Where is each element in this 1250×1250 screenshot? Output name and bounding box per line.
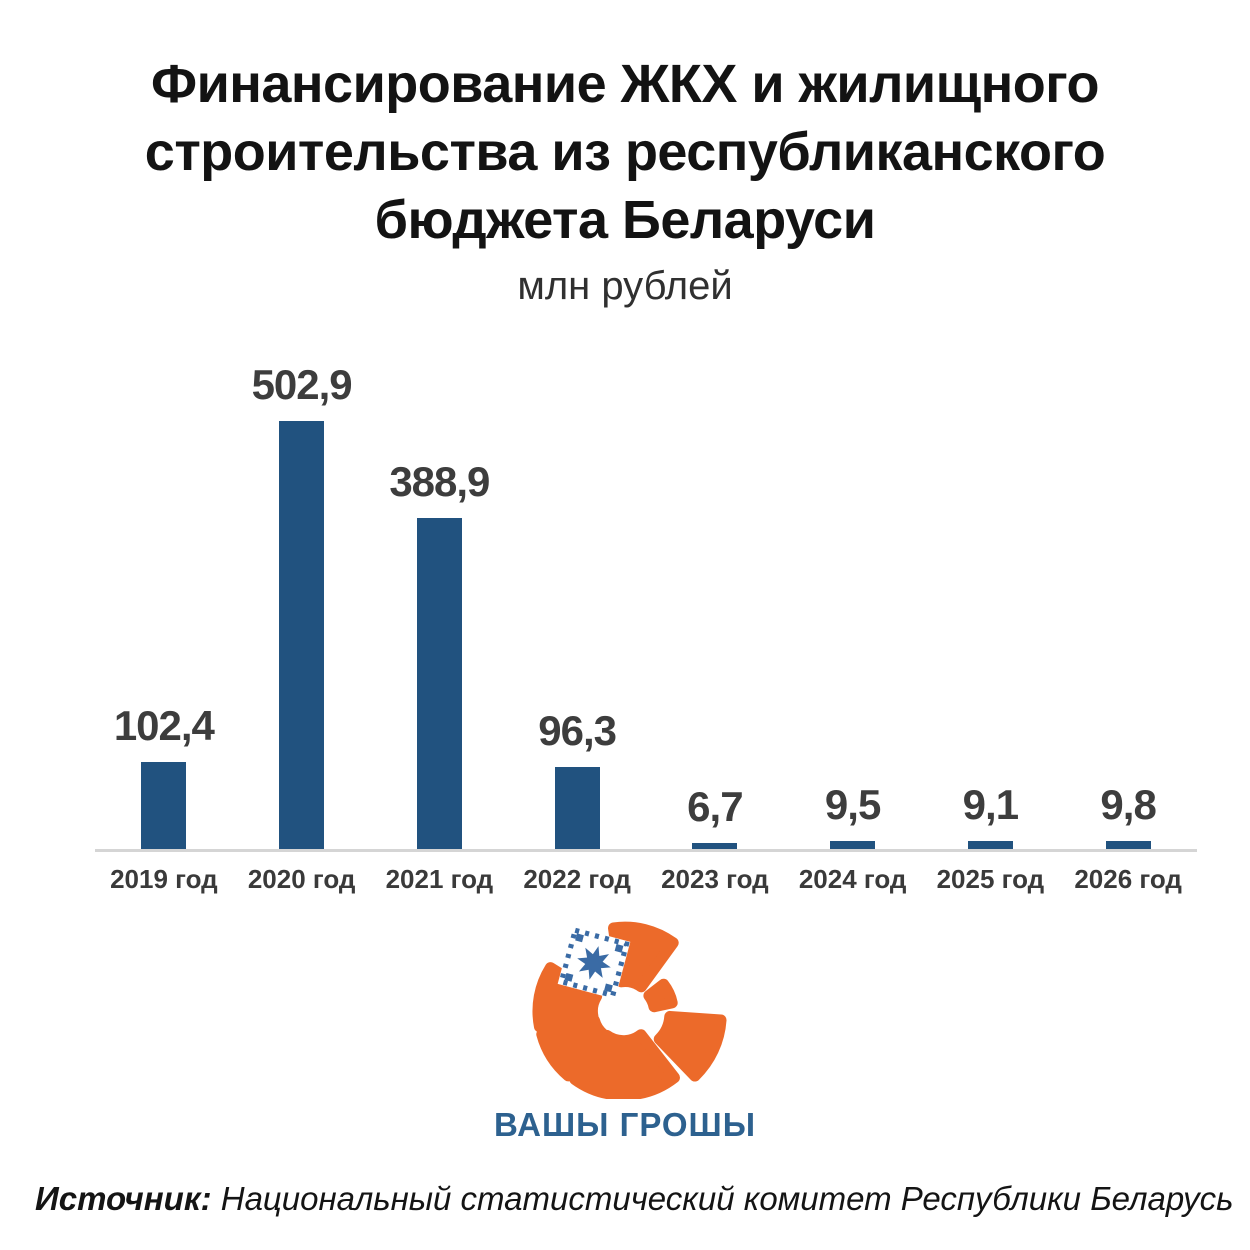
logo-orange-segment	[643, 978, 678, 1013]
bar-chart: 102,4 502,9 388,9 96,3 6,7 9,5 9,1 9,8 2019 год…	[95, 361, 1197, 895]
bar-group: 9,5	[784, 781, 922, 850]
bar-group: 96,3	[508, 707, 646, 850]
logo-orange-segment	[619, 1029, 680, 1101]
source-label: Источник:	[35, 1180, 212, 1217]
x-tick-label: 2023 год	[661, 864, 769, 895]
page-title-line-1: Финансирование ЖКХ и жилищного	[150, 54, 1100, 114]
bar-value-label: 9,1	[962, 781, 1019, 829]
plot-area: 102,4 502,9 388,9 96,3 6,7 9,5 9,1 9,8	[95, 361, 1197, 853]
logo-orange-segment	[536, 1014, 609, 1082]
page-title-line-2: строительства из республиканского	[144, 122, 1106, 183]
bar-group: 9,8	[1059, 781, 1197, 850]
bar-group: 9,1	[922, 781, 1060, 850]
bar-value-label: 502,9	[251, 361, 353, 409]
bar-value-label: 6,7	[687, 783, 743, 831]
x-tick-label: 2024 год	[798, 864, 907, 895]
x-tick-label: 2026 год	[1074, 864, 1182, 895]
bar-value-label: 96,3	[538, 707, 617, 755]
bar	[279, 421, 325, 850]
logo-text: ВАШЫ ГРОШЫ	[493, 1106, 757, 1144]
source-line: Источник: Национальный статистический ко…	[35, 1180, 1234, 1218]
bar	[554, 767, 600, 850]
x-tick-label: 2019 год	[110, 864, 218, 895]
bar-group: 6,7	[646, 783, 784, 850]
logo-orange-segment	[532, 962, 603, 1033]
bar	[830, 841, 876, 850]
bar	[692, 843, 738, 850]
logo-orange-segment	[653, 1011, 727, 1082]
bar-group: 388,9	[371, 458, 509, 850]
x-tick-label: 2025 год	[936, 864, 1045, 895]
bar	[141, 762, 187, 850]
header: Финансирование ЖКХ и жилищного строитель…	[0, 0, 1250, 309]
source-text: Национальный статистический комитет Респ…	[211, 1180, 1234, 1217]
logo-orange-segment	[569, 1029, 629, 1101]
logo: ВАШЫ ГРОШЫ	[0, 917, 1250, 1144]
logo-ornament-segment	[557, 926, 631, 1000]
bar-value-label: 9,8	[1100, 781, 1156, 829]
bar-value-label: 388,9	[389, 458, 490, 506]
bar	[416, 518, 462, 850]
vashy-groshy-logo-icon	[532, 921, 727, 1101]
units-subtitle: млн рублей	[517, 264, 733, 309]
x-tick-label: 2022 год	[523, 864, 631, 895]
bar-value-label: 9,5	[824, 781, 881, 829]
page-title-line-3: бюджета Беларуси	[374, 190, 876, 251]
bar-group: 102,4	[95, 702, 233, 850]
bar-group: 502,9	[233, 361, 371, 850]
bar-value-label: 102,4	[113, 702, 215, 750]
x-tick-label: 2021 год	[385, 864, 494, 895]
x-axis-ticks: 2019 год 2020 год 2021 год 2022 год 2023 год…	[95, 864, 1197, 895]
x-tick-label: 2020 год	[247, 864, 356, 895]
bar	[1105, 841, 1151, 850]
bar	[967, 841, 1013, 850]
